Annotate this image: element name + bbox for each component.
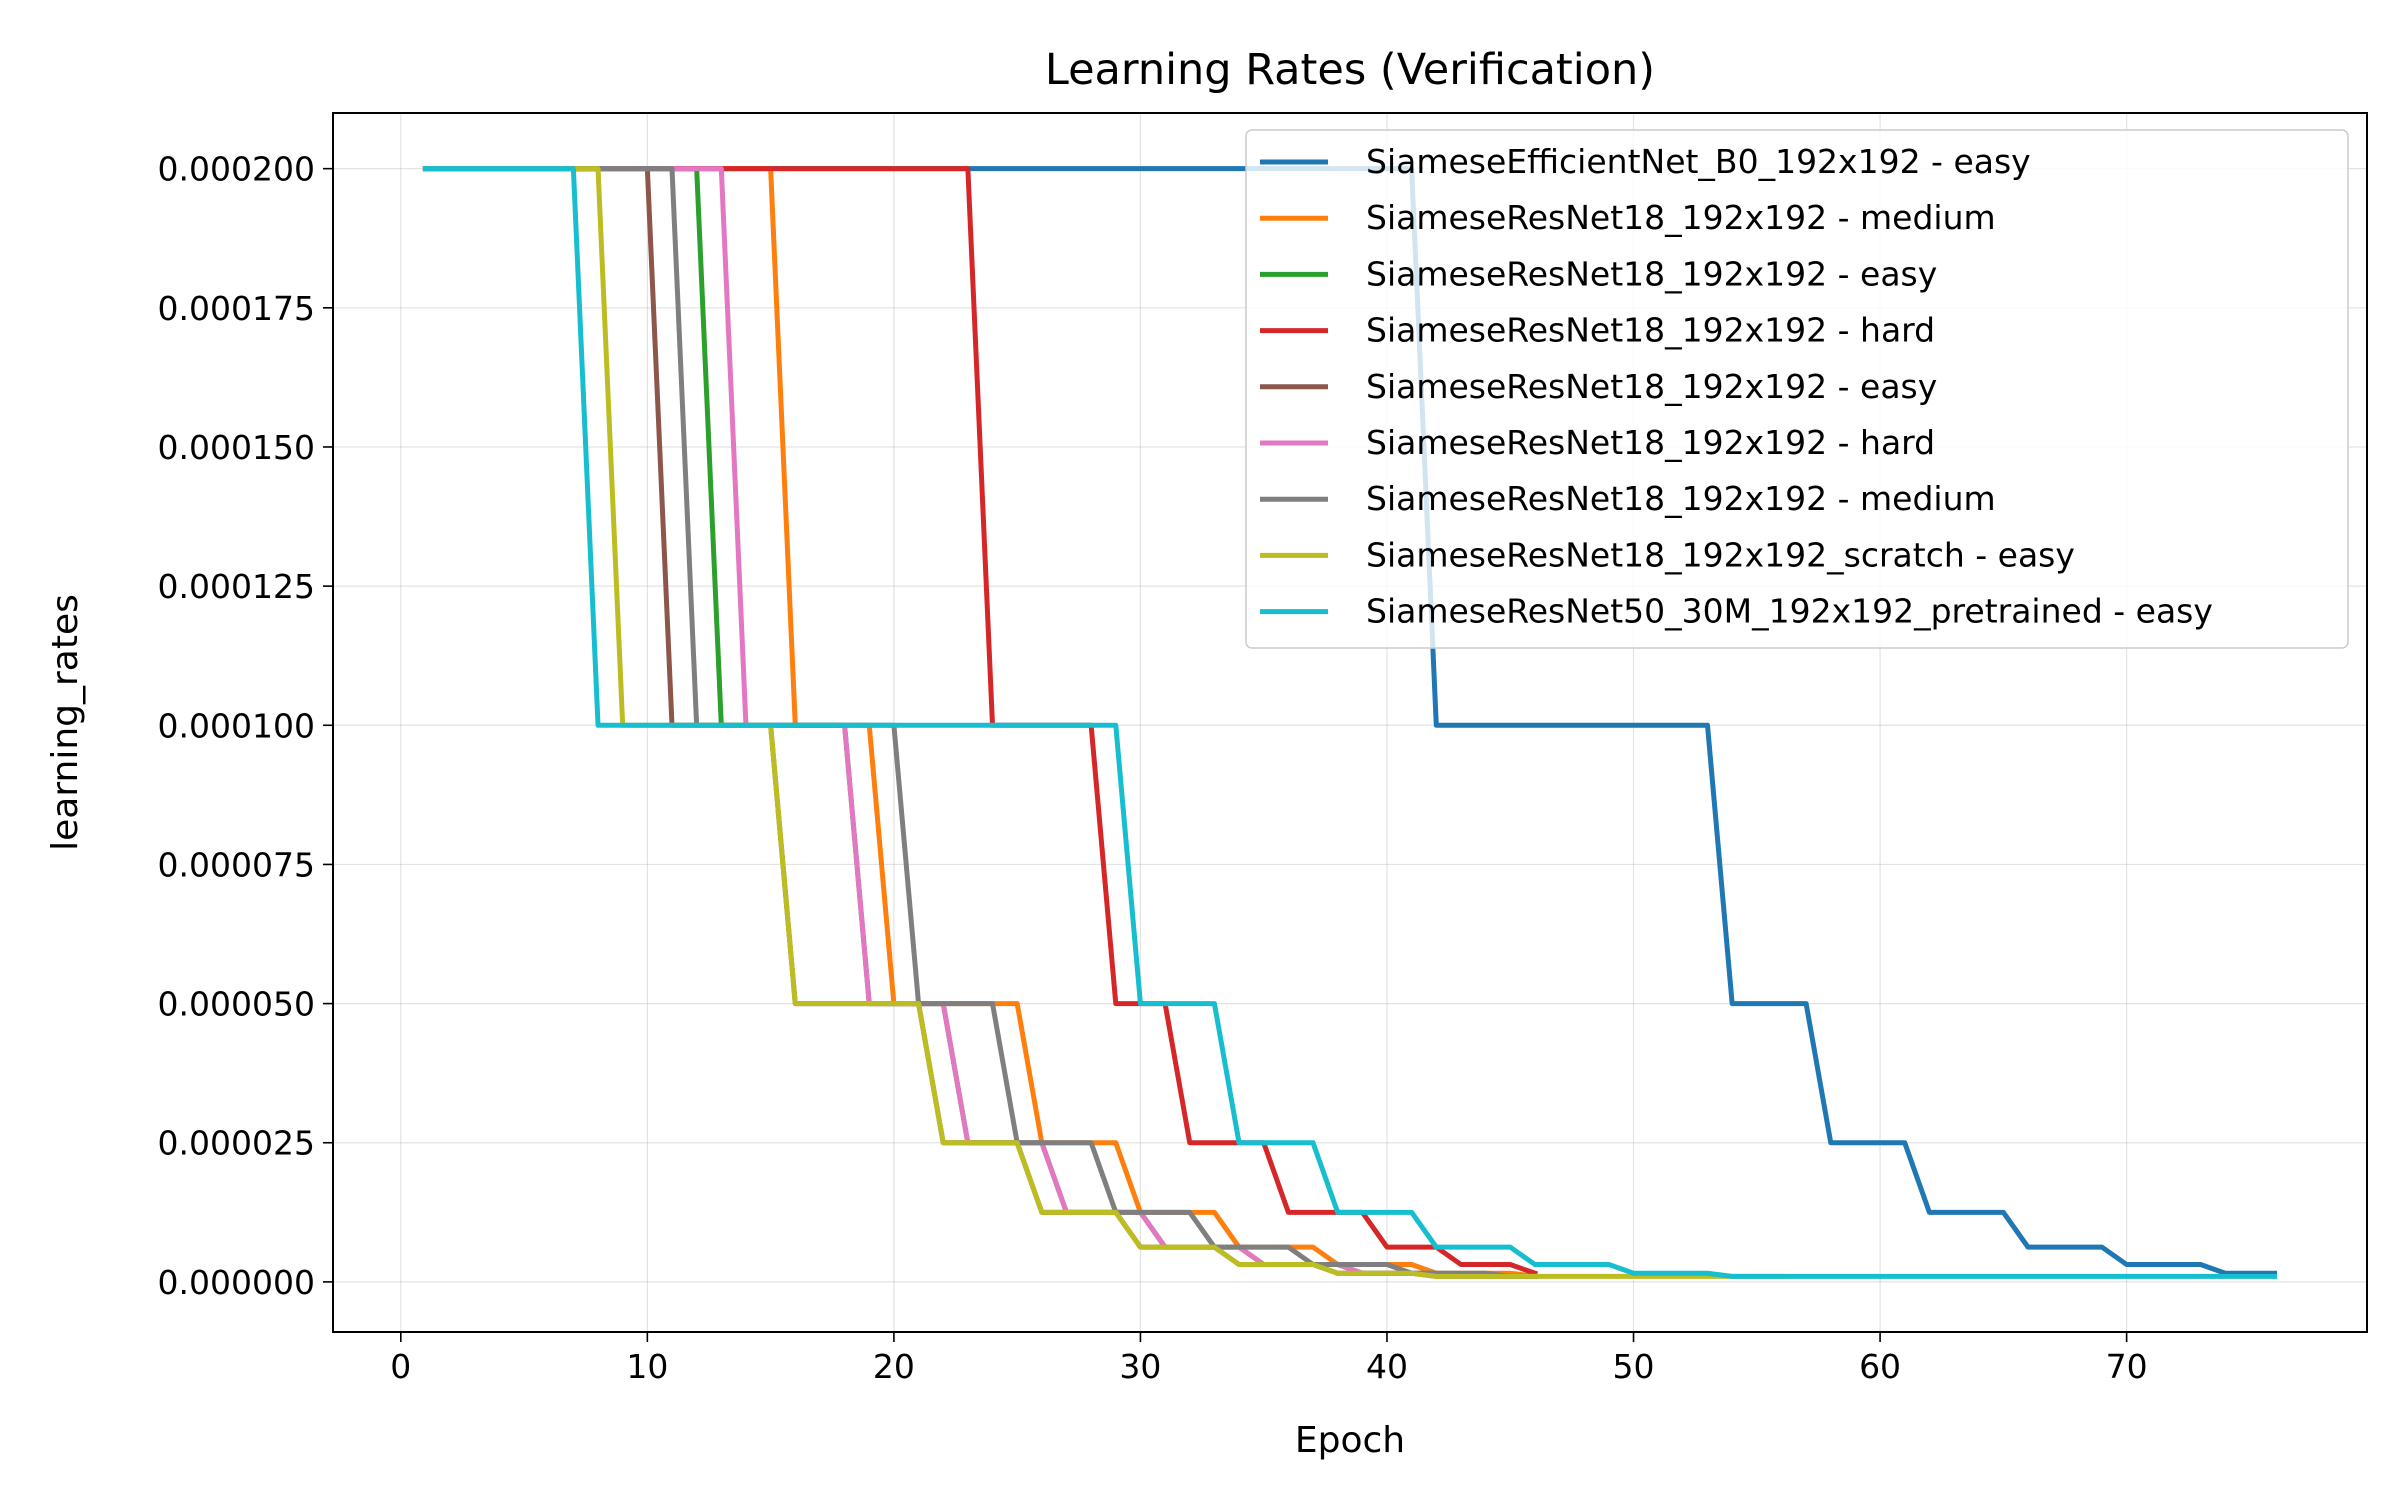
x-tick-label: 70: [2106, 1347, 2148, 1386]
x-tick-label: 50: [1613, 1347, 1655, 1386]
x-axis-ticks: 0 10 20 30 40 50 60 70: [390, 1332, 2148, 1386]
y-tick-label: 0.000200: [158, 150, 315, 189]
x-tick-label: 40: [1366, 1347, 1408, 1386]
legend-label: SiameseResNet50_30M_192x192_pretrained -…: [1366, 592, 2213, 631]
y-tick-label: 0.000100: [158, 706, 315, 745]
plot-frame: [332, 112, 2368, 1333]
legend-label: SiameseResNet18_192x192 - medium: [1366, 198, 1996, 237]
legend-label: SiameseResNet18_192x192 - medium: [1366, 479, 1996, 518]
y-axis-ticks: 0.000000 0.000025 0.000050 0.000075 0.000100…: [158, 150, 333, 1302]
y-tick-label: 0.000050: [158, 985, 315, 1024]
chart-title: Learning Rates (Verification): [1045, 45, 1655, 95]
legend-label: SiameseResNet18_192x192_scratch - easy: [1366, 535, 2075, 574]
y-tick-label: 0.000125: [158, 567, 315, 606]
y-axis-title: learning_rates: [45, 594, 86, 851]
y-tick-label: 0.000150: [158, 428, 315, 467]
legend-label: SiameseResNet18_192x192 - hard: [1366, 423, 1935, 462]
x-tick-label: 0: [390, 1347, 411, 1386]
y-tick-label: 0.000025: [158, 1124, 315, 1163]
series-line-9: [422, 166, 2278, 1279]
series-line-7: [422, 166, 1538, 1279]
series-lines: [422, 166, 2278, 1280]
y-tick-label: 0.000175: [158, 289, 315, 328]
y-tick-label: 0.000000: [158, 1263, 315, 1302]
legend: SiameseEfficientNet_B0_192x192 - easy Sia…: [1245, 129, 2349, 649]
legend-label: SiameseResNet18_192x192 - easy: [1366, 254, 1937, 293]
x-tick-label: 30: [1119, 1347, 1161, 1386]
x-tick-label: 20: [873, 1347, 915, 1386]
x-axis-title: Epoch: [1295, 1420, 1405, 1461]
x-tick-label: 60: [1859, 1347, 1901, 1386]
y-tick-label: 0.000075: [158, 845, 315, 884]
legend-label: SiameseEfficientNet_B0_192x192 - easy: [1366, 142, 2031, 181]
legend-label: SiameseResNet18_192x192 - hard: [1366, 311, 1935, 350]
x-tick-label: 10: [626, 1347, 668, 1386]
legend-box: [1245, 129, 2349, 649]
legend-label: SiameseResNet18_192x192 - easy: [1366, 367, 1937, 406]
